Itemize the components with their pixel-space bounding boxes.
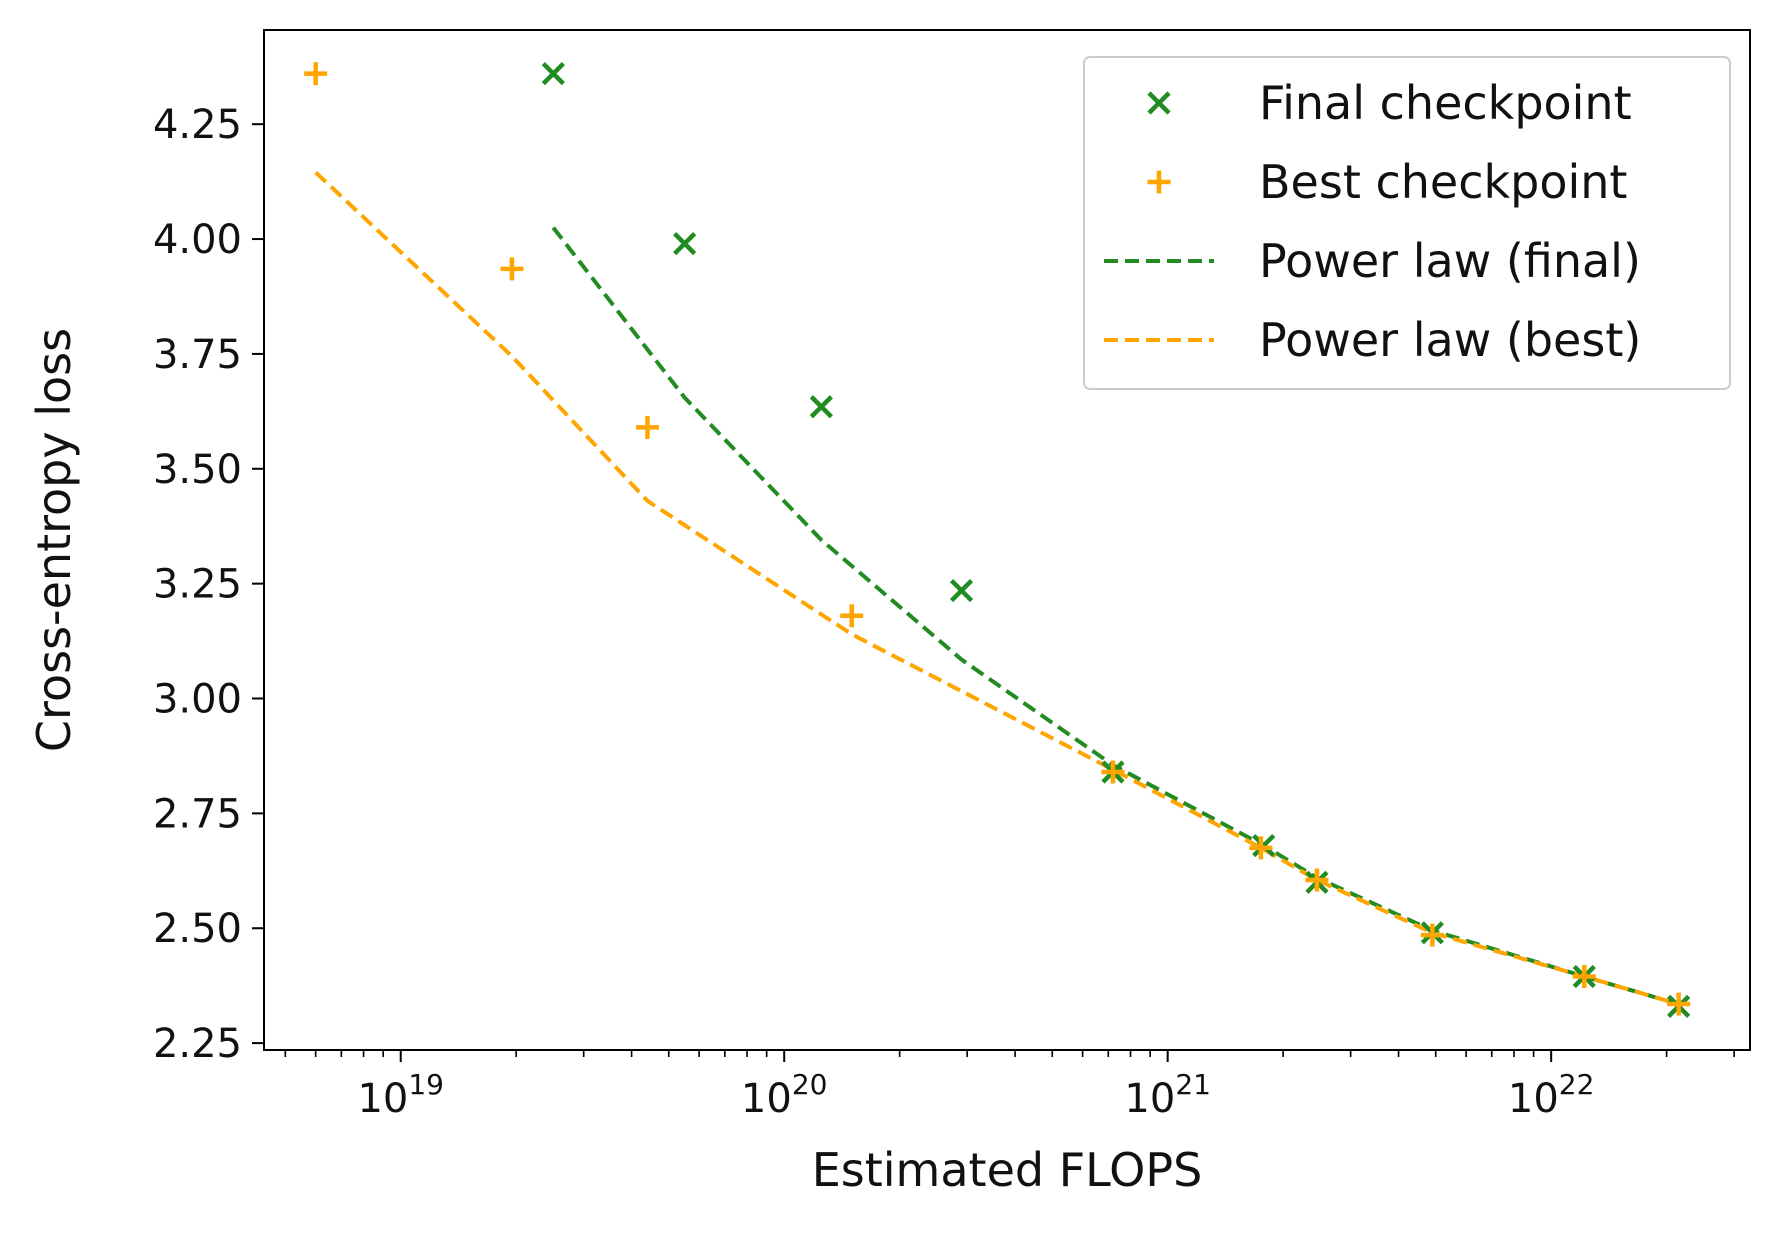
best-checkpoint-point-5 [1249, 836, 1273, 860]
best-checkpoint-point-7 [1420, 923, 1444, 947]
legend-marker [1147, 170, 1171, 194]
final-checkpoint-point-2 [809, 395, 833, 419]
axes: 2.25 2.50 2.75 3.00 3.25 3.50 3.75 4.00 4.25 1019… [153, 29, 1751, 1122]
final-checkpoint-point-5 [1252, 833, 1276, 858]
y-tick-label: 2.75 [153, 791, 242, 837]
legend-marker [1147, 91, 1171, 115]
legend-label: Power law (best) [1259, 313, 1641, 367]
legend-box [1083, 56, 1731, 390]
legend: Final checkpoint Best checkpoint Power law… [1083, 56, 1731, 390]
best-checkpoint-point-9 [1667, 992, 1691, 1016]
y-tick-label: 3.75 [153, 332, 242, 378]
legend-entry-0: Final checkpoint [1147, 76, 1632, 130]
legend-label: Best checkpoint [1259, 155, 1627, 209]
y-tick-label: 3.25 [153, 562, 242, 608]
x-tick-label: 1022 [1508, 1068, 1595, 1122]
legend-label: Power law (final) [1259, 234, 1641, 288]
final-checkpoint-point-0 [541, 62, 565, 86]
series-line-power-law-best [314, 170, 1680, 1007]
best-checkpoint-point-0 [304, 62, 328, 86]
series-line-power-law-final [551, 226, 1680, 1007]
final-checkpoint-point-3 [949, 578, 974, 603]
legend-entry-1: Best checkpoint [1147, 155, 1627, 209]
final-checkpoint-point-1 [673, 232, 697, 256]
best-checkpoint-point-4 [1101, 760, 1125, 784]
legend-label: Final checkpoint [1259, 76, 1632, 130]
y-axis-label: Cross-entropy loss [27, 328, 81, 752]
y-tick-label: 2.25 [153, 1021, 242, 1067]
x-tick-label: 1021 [1124, 1068, 1211, 1122]
x-tick-label: 1020 [741, 1068, 828, 1122]
best-checkpoint-point-6 [1305, 868, 1329, 892]
y-tick-label: 3.50 [153, 447, 242, 493]
best-checkpoint-point-3 [840, 604, 864, 628]
legend-entry-2: Power law (final) [1104, 234, 1641, 288]
legend-entry-3: Power law (best) [1104, 313, 1641, 367]
y-tick-label: 4.00 [153, 217, 242, 263]
best-checkpoint-point-8 [1572, 964, 1596, 988]
plot-frame [263, 29, 1751, 1051]
plot-area [304, 62, 1691, 1018]
y-tick-label: 3.00 [153, 677, 242, 723]
x-tick-label: 1019 [357, 1068, 444, 1122]
x-axis-label: Estimated FLOPS [812, 1143, 1203, 1197]
best-checkpoint-point-1 [500, 257, 524, 281]
y-tick-label: 4.25 [153, 102, 242, 148]
y-tick-label: 2.50 [153, 906, 242, 952]
best-checkpoint-point-2 [635, 415, 659, 439]
